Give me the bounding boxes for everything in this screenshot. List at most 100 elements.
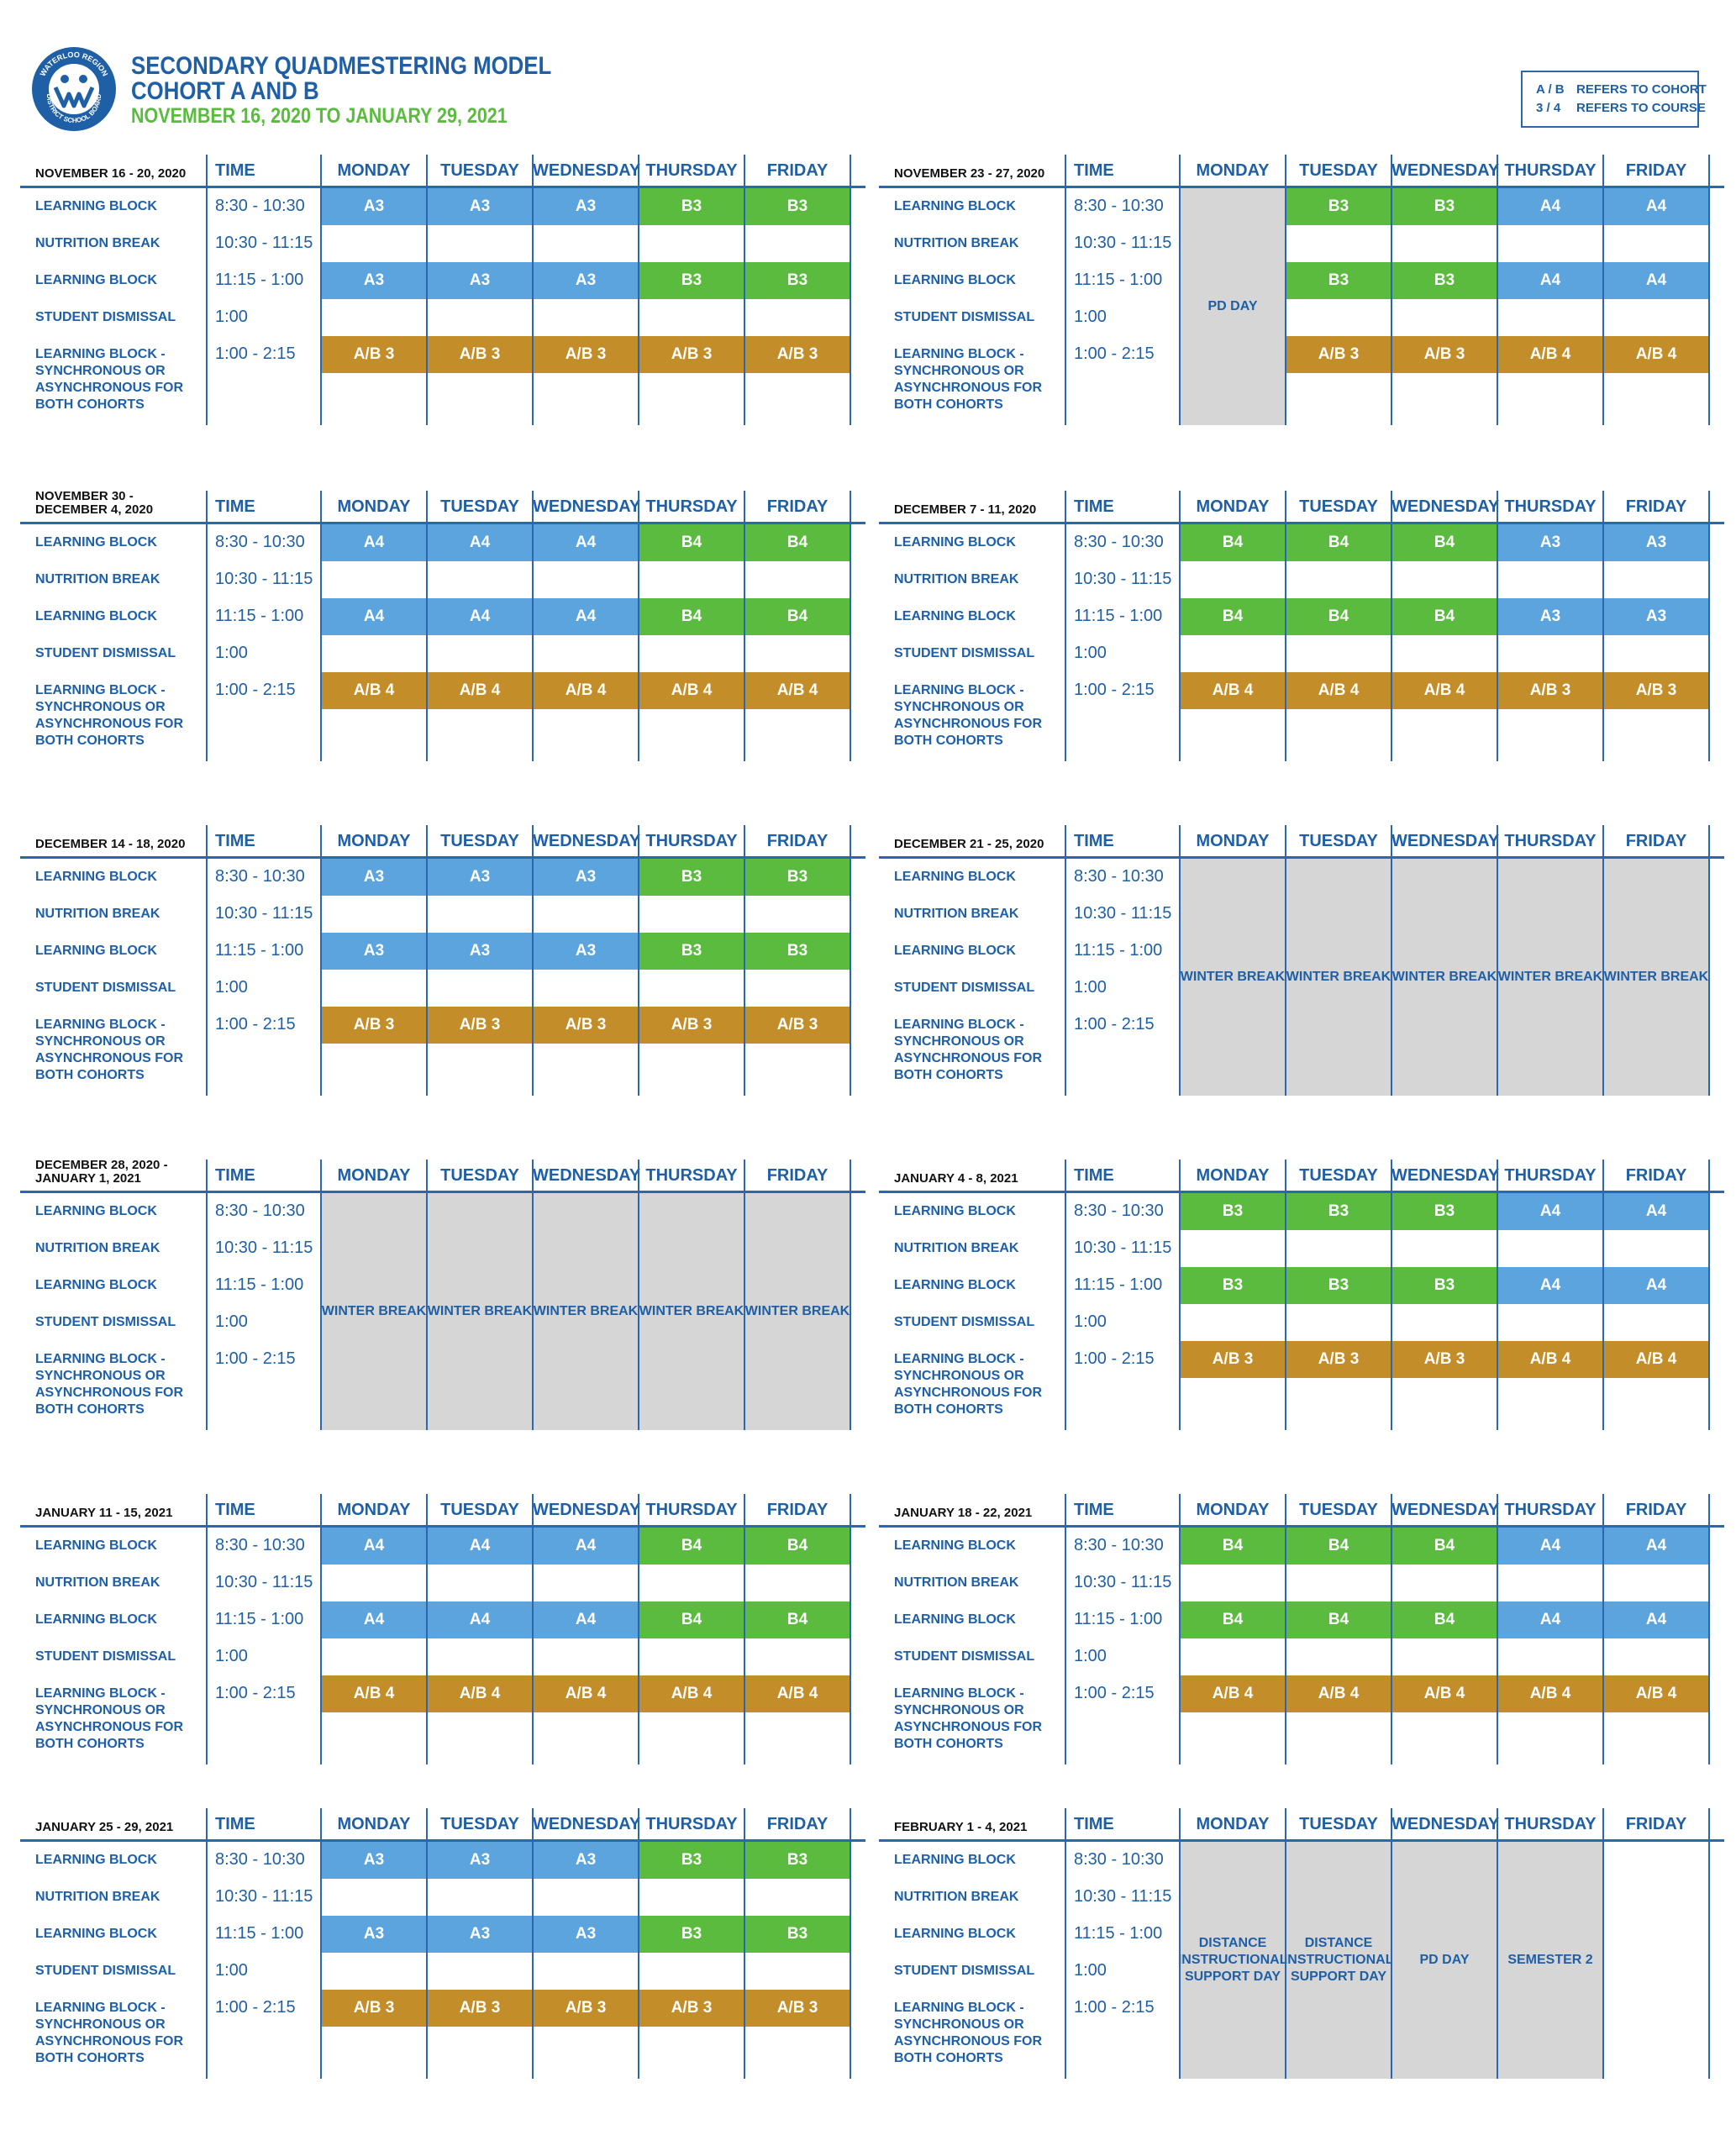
sync-cell: A/B 3	[1497, 672, 1603, 709]
column-divider	[532, 1808, 534, 2079]
row-time: 1:00	[215, 644, 248, 662]
course-cell: A3	[321, 859, 427, 896]
row-label: LEARNING BLOCK	[894, 1612, 1016, 1627]
course-cell: B3	[1180, 1193, 1286, 1230]
course-cell: A4	[321, 598, 427, 635]
day-column-header: TUESDAY	[440, 1815, 519, 1833]
day-column-header: TUESDAY	[1299, 1166, 1378, 1185]
row-label: LEARNING BLOCK	[35, 1853, 157, 1867]
row-label: LEARNING BLOCK	[35, 1538, 157, 1553]
column-divider	[426, 491, 428, 761]
row-time: 8:30 - 10:30	[215, 1850, 305, 1869]
column-divider	[1602, 1160, 1604, 1430]
course-cell: B4	[1180, 1528, 1286, 1565]
course-cell: A4	[1603, 1601, 1709, 1638]
row-time: 10:30 - 11:15	[1074, 1573, 1172, 1591]
day-column-header: MONDAY	[337, 497, 411, 516]
column-divider	[1179, 825, 1181, 1096]
row-time: 10:30 - 11:15	[1074, 904, 1172, 923]
row-time: 1:00	[1074, 644, 1107, 662]
sync-cell: A/B 4	[321, 1675, 427, 1712]
column-divider	[426, 1494, 428, 1764]
sync-cell: A/B 3	[1286, 1341, 1391, 1378]
column-divider	[206, 825, 208, 1096]
row-time: 10:30 - 11:15	[1074, 1887, 1172, 1906]
week-schedule: JANUARY 25 - 29, 2021 TIME MONDAY TUESDAY WE…	[20, 1808, 865, 2079]
row-label: STUDENT DISMISSAL	[35, 1964, 176, 1978]
column-divider	[320, 1808, 322, 2079]
column-divider	[320, 825, 322, 1096]
day-column-header: WEDNESDAY	[533, 497, 641, 516]
row-label: NUTRITION BREAK	[35, 236, 160, 250]
row-time: 11:15 - 1:00	[215, 941, 304, 960]
column-divider	[1602, 825, 1604, 1096]
legend-item: A / B REFERS TO COHORT	[1536, 81, 1707, 99]
column-divider	[744, 1494, 745, 1764]
row-label: LEARNING BLOCK	[894, 1853, 1016, 1867]
row-time: 10:30 - 11:15	[1074, 1239, 1172, 1257]
legend-text: REFERS TO COHORT	[1576, 82, 1707, 97]
row-time: 1:00	[1074, 308, 1107, 326]
row-label: LEARNING BLOCK - SYNCHRONOUS OR ASYNCHRO…	[35, 2001, 184, 2065]
row-time: 1:00	[1074, 1312, 1107, 1331]
column-divider	[850, 1160, 851, 1430]
course-cell: A4	[533, 1601, 639, 1638]
row-time: 10:30 - 11:15	[215, 234, 313, 252]
course-cell: A4	[427, 1528, 533, 1565]
sync-cell: A/B 3	[321, 1990, 427, 2027]
row-time: 11:15 - 1:00	[215, 1275, 304, 1294]
row-label: LEARNING BLOCK	[894, 870, 1016, 884]
winter-break-cell: WINTER BREAK	[533, 1193, 639, 1430]
sync-cell: A/B 3	[321, 1007, 427, 1044]
row-time: 11:15 - 1:00	[1074, 941, 1163, 960]
week-header-row: NOVEMBER 23 - 27, 2020 TIME MONDAY TUESDAY W…	[879, 155, 1724, 188]
column-divider	[532, 491, 534, 761]
column-divider	[532, 1494, 534, 1764]
sync-cell: A/B 3	[744, 1990, 850, 2027]
row-label: STUDENT DISMISSAL	[894, 646, 1035, 660]
row-label: STUDENT DISMISSAL	[894, 1649, 1035, 1664]
row-time: 1:00	[215, 308, 248, 326]
course-cell: A3	[427, 933, 533, 970]
row-time: 1:00 - 2:15	[1074, 1684, 1155, 1702]
row-time: 11:15 - 1:00	[215, 1610, 304, 1628]
column-divider	[1179, 1494, 1181, 1764]
row-time: 1:00 - 2:15	[1074, 1015, 1155, 1033]
week-label: NOVEMBER 30 - DECEMBER 4, 2020	[35, 489, 154, 517]
course-cell: B3	[744, 859, 850, 896]
sync-cell: A/B 3	[1391, 336, 1497, 373]
column-divider	[850, 155, 851, 425]
column-divider	[1602, 155, 1604, 425]
day-column-header: THURSDAY	[645, 161, 738, 180]
row-label: NUTRITION BREAK	[894, 1241, 1019, 1255]
sync-cell: A/B 3	[744, 1007, 850, 1044]
day-column-header: FRIDAY	[766, 1501, 829, 1519]
column-divider	[206, 1494, 208, 1764]
column-divider	[426, 155, 428, 425]
row-label: LEARNING BLOCK - SYNCHRONOUS OR ASYNCHRO…	[35, 1686, 184, 1751]
course-cell: A4	[1603, 188, 1709, 225]
week-label: JANUARY 18 - 22, 2021	[894, 1506, 1033, 1520]
course-cell: A4	[1497, 262, 1603, 299]
row-label: LEARNING BLOCK	[35, 1204, 157, 1218]
course-cell: A3	[321, 188, 427, 225]
column-divider	[1497, 491, 1498, 761]
course-cell: A3	[427, 262, 533, 299]
day-column-header: MONDAY	[337, 1501, 411, 1519]
legend-key: A / B	[1536, 82, 1565, 97]
row-time: 8:30 - 10:30	[1074, 533, 1164, 551]
sync-cell: A/B 4	[533, 1675, 639, 1712]
course-cell: B3	[639, 262, 744, 299]
row-time: 8:30 - 10:30	[1074, 1850, 1164, 1869]
day-column-header: TUESDAY	[440, 1501, 519, 1519]
course-cell: B3	[1180, 1267, 1286, 1304]
winter-break-cell: WINTER BREAK	[1497, 859, 1603, 1096]
column-divider	[1602, 1494, 1604, 1764]
row-label: STUDENT DISMISSAL	[894, 981, 1035, 995]
winter-break-cell: WINTER BREAK	[1286, 859, 1391, 1096]
course-cell: A4	[533, 524, 639, 561]
time-column-header: TIME	[215, 1166, 255, 1185]
sync-cell: A/B 4	[427, 1675, 533, 1712]
column-divider	[1285, 1808, 1286, 2079]
course-cell: B4	[1391, 524, 1497, 561]
